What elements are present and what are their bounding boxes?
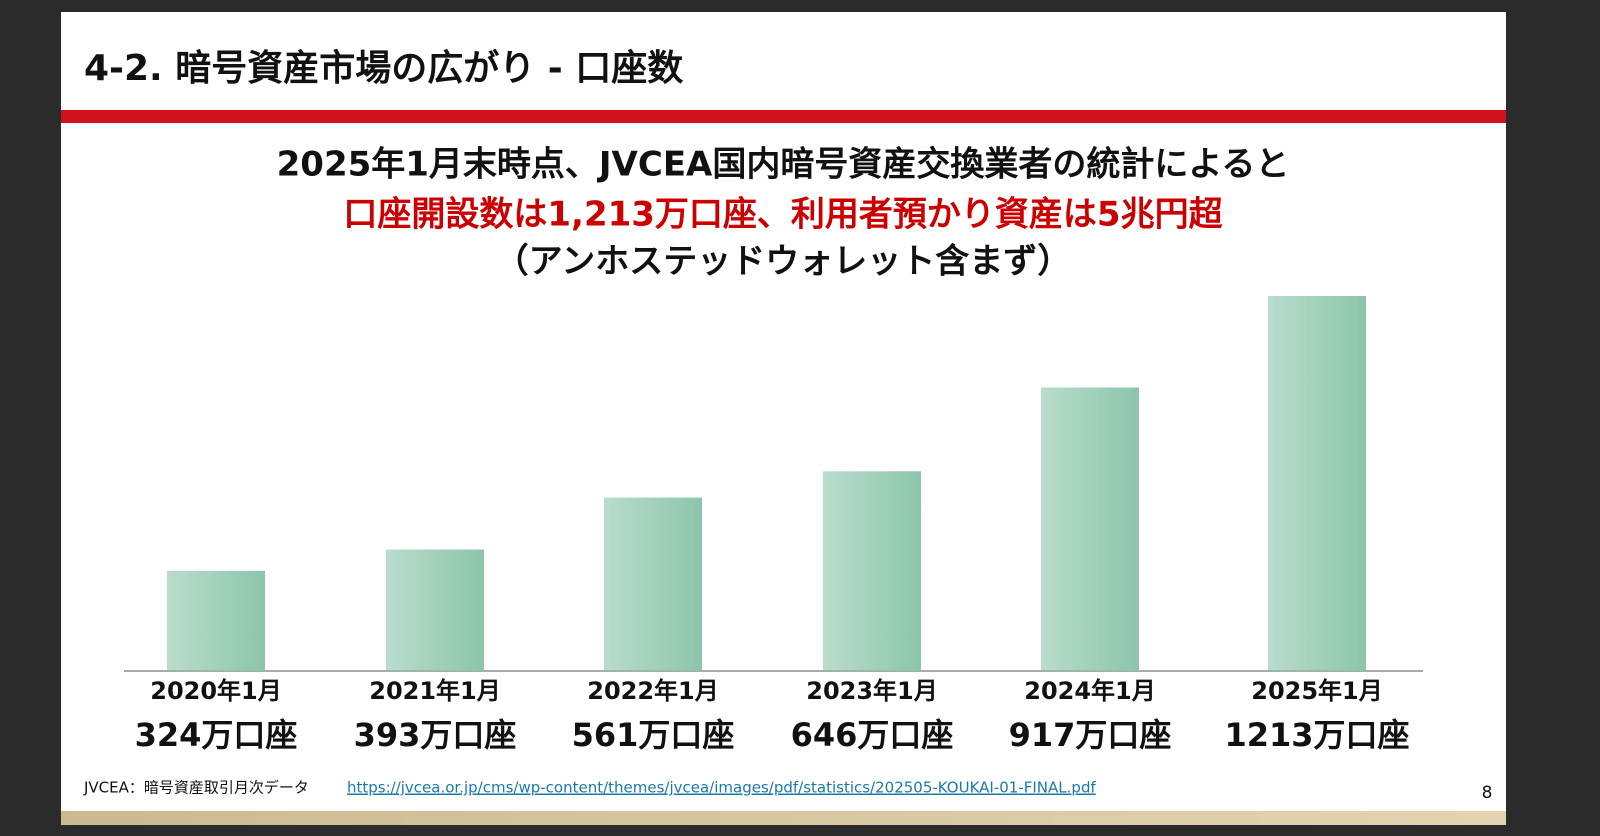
value-label: 1213万口座	[1224, 716, 1409, 754]
x-tick-label: 2025年1月	[1251, 677, 1383, 705]
bar	[167, 570, 265, 671]
x-tick-label: 2020年1月	[150, 677, 282, 705]
value-label: 646万口座	[791, 716, 954, 754]
bar	[604, 497, 702, 671]
value-label: 393万口座	[354, 716, 517, 754]
bar	[1041, 387, 1139, 671]
footer-band	[61, 811, 1506, 825]
value-label: 324万口座	[135, 716, 298, 754]
title-rule	[61, 110, 1506, 123]
slide	[61, 12, 1506, 825]
x-tick-label: 2022年1月	[587, 677, 719, 705]
bar-chart: 2020年1月 324万口座 2021年1月 393万口座 2022年1月 561万口座 2…	[135, 296, 1410, 754]
page-number: 8	[1482, 783, 1493, 803]
headline-highlight: 口座開設数は1,213万口座、利用者預かり資産は5兆円超	[343, 195, 1223, 235]
headline: 2025年1月末時点、JVCEA国内暗号資産交換業者の統計によると	[277, 145, 1290, 185]
value-label: 561万口座	[572, 716, 735, 754]
source-link[interactable]: https://jvcea.or.jp/cms/wp-content/theme…	[347, 779, 1096, 797]
slide-title: 4-2. 暗号資産市場の広がり - 口座数	[84, 48, 683, 89]
headline-note: （アンホステッドウォレット含まず）	[495, 242, 1072, 282]
value-label: 917万口座	[1009, 716, 1172, 754]
x-tick-label: 2021年1月	[369, 677, 501, 705]
bar	[386, 549, 484, 671]
source-label: JVCEA：暗号資産取引月次データ	[83, 779, 309, 797]
x-tick-label: 2023年1月	[806, 677, 938, 705]
bar	[1268, 296, 1366, 671]
x-tick-label: 2024年1月	[1024, 677, 1156, 705]
bar	[823, 471, 921, 671]
